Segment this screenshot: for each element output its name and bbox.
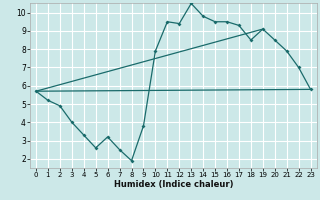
X-axis label: Humidex (Indice chaleur): Humidex (Indice chaleur) <box>114 180 233 189</box>
